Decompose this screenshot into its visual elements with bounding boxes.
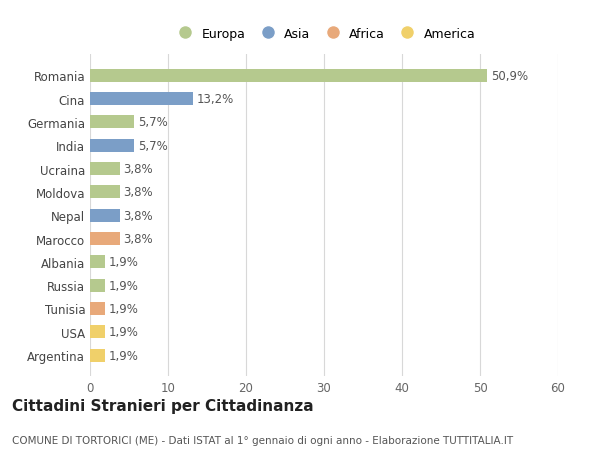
Bar bbox=[90, 209, 119, 222]
Text: 3,8%: 3,8% bbox=[124, 209, 153, 222]
Text: Cittadini Stranieri per Cittadinanza: Cittadini Stranieri per Cittadinanza bbox=[12, 398, 314, 413]
Text: 3,8%: 3,8% bbox=[124, 162, 153, 176]
Legend: Europa, Asia, Africa, America: Europa, Asia, Africa, America bbox=[167, 23, 481, 46]
Text: 3,8%: 3,8% bbox=[124, 233, 153, 246]
Bar bbox=[90, 326, 105, 338]
Bar bbox=[90, 349, 105, 362]
Text: 3,8%: 3,8% bbox=[124, 186, 153, 199]
Bar bbox=[90, 116, 134, 129]
Bar bbox=[90, 302, 105, 315]
Bar bbox=[90, 256, 105, 269]
Bar bbox=[90, 279, 105, 292]
Bar bbox=[90, 70, 487, 83]
Bar bbox=[90, 233, 119, 246]
Text: 1,9%: 1,9% bbox=[109, 302, 139, 315]
Bar bbox=[90, 140, 134, 152]
Text: 1,9%: 1,9% bbox=[109, 279, 139, 292]
Bar bbox=[90, 93, 193, 106]
Text: 50,9%: 50,9% bbox=[491, 70, 528, 83]
Text: 1,9%: 1,9% bbox=[109, 349, 139, 362]
Text: 5,7%: 5,7% bbox=[139, 116, 168, 129]
Bar bbox=[90, 163, 119, 176]
Text: COMUNE DI TORTORICI (ME) - Dati ISTAT al 1° gennaio di ogni anno - Elaborazione : COMUNE DI TORTORICI (ME) - Dati ISTAT al… bbox=[12, 435, 513, 445]
Text: 1,9%: 1,9% bbox=[109, 325, 139, 339]
Text: 5,7%: 5,7% bbox=[139, 140, 168, 152]
Text: 1,9%: 1,9% bbox=[109, 256, 139, 269]
Text: 13,2%: 13,2% bbox=[197, 93, 234, 106]
Bar bbox=[90, 186, 119, 199]
